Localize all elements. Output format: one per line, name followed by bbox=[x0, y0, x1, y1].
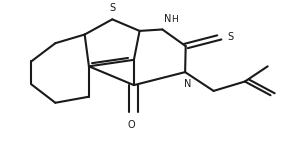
Text: S: S bbox=[109, 3, 115, 13]
Text: O: O bbox=[127, 120, 135, 130]
Text: S: S bbox=[227, 32, 233, 42]
Text: N: N bbox=[184, 79, 192, 89]
Text: H: H bbox=[171, 15, 178, 24]
Text: N: N bbox=[164, 14, 171, 24]
